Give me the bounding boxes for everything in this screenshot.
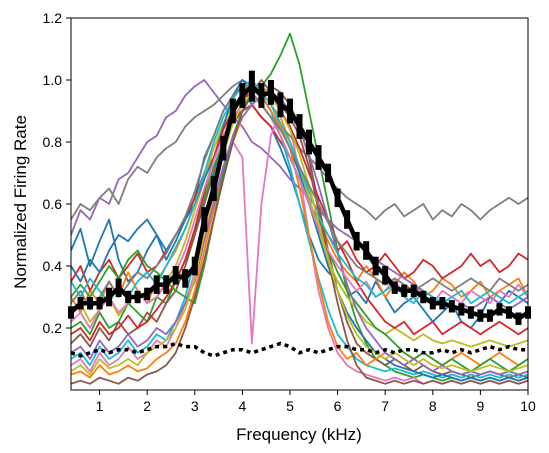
y-axis-ticks: 0.2 0.4 0.6 0.8 1.0 1.2 bbox=[43, 10, 71, 336]
x-tick-label: 9 bbox=[476, 398, 484, 414]
x-axis-ticks: 1 2 3 4 5 6 7 8 9 10 bbox=[96, 390, 536, 414]
neuron-line-19 bbox=[70, 85, 529, 376]
neuron-line-10 bbox=[70, 85, 529, 379]
mean-curve bbox=[68, 70, 531, 325]
x-tick-label: 6 bbox=[334, 398, 342, 414]
y-tick-label: 0.6 bbox=[43, 196, 63, 212]
x-tick-label: 3 bbox=[191, 398, 199, 414]
x-tick-label: 5 bbox=[286, 398, 294, 414]
x-tick-label: 4 bbox=[238, 398, 246, 414]
y-tick-label: 1.2 bbox=[43, 10, 63, 26]
y-tick-label: 0.8 bbox=[43, 134, 63, 150]
y-axis-label: Normalized Firing Rate bbox=[11, 115, 30, 289]
x-tick-label: 7 bbox=[381, 398, 389, 414]
neuron-line-14 bbox=[70, 85, 529, 342]
x-tick-label: 2 bbox=[143, 398, 151, 414]
x-tick-label: 10 bbox=[520, 398, 536, 414]
x-tick-label: 8 bbox=[429, 398, 437, 414]
baseline-curve bbox=[70, 341, 528, 358]
y-tick-label: 0.4 bbox=[43, 258, 63, 274]
y-tick-label: 1.0 bbox=[43, 72, 63, 88]
neuron-line-11 bbox=[70, 79, 529, 382]
y-tick-label: 0.2 bbox=[43, 320, 63, 336]
neuron-curves bbox=[70, 32, 529, 385]
baseline-line bbox=[70, 341, 528, 358]
x-tick-label: 1 bbox=[96, 398, 104, 414]
neuron-line-20 bbox=[70, 85, 529, 311]
x-axis-label: Frequency (kHz) bbox=[236, 425, 362, 444]
